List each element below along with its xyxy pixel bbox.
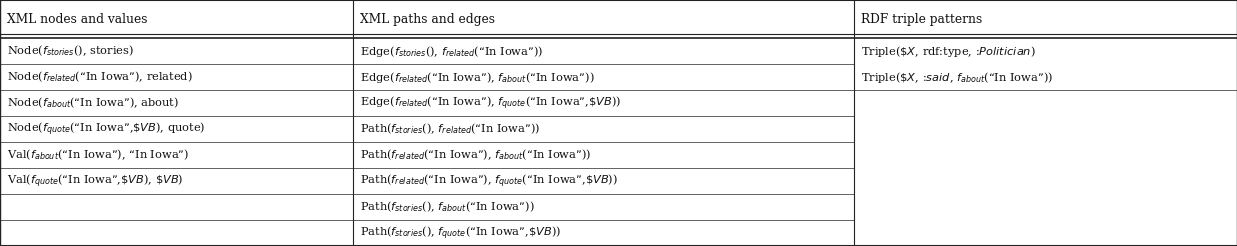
Text: Node($f_{quote}$(“In Iowa”,$\$VB$), quote): Node($f_{quote}$(“In Iowa”,$\$VB$), quot… xyxy=(7,120,205,138)
Text: Edge($f_{stories}$(), $f_{related}$(“In Iowa”)): Edge($f_{stories}$(), $f_{related}$(“In … xyxy=(360,44,543,59)
Text: Node($f_{about}$(“In Iowa”), about): Node($f_{about}$(“In Iowa”), about) xyxy=(7,96,179,110)
Text: Triple($\$X$, :$\mathit{said}$, $f_{about}$(“In Iowa”)): Triple($\$X$, :$\mathit{said}$, $f_{abou… xyxy=(861,70,1053,85)
Text: Path($f_{stories}$(), $f_{quote}$(“In Iowa”,$\$VB$)): Path($f_{stories}$(), $f_{quote}$(“In Io… xyxy=(360,224,562,242)
Text: Val($f_{about}$(“In Iowa”), “In Iowa”): Val($f_{about}$(“In Iowa”), “In Iowa”) xyxy=(7,148,189,162)
Text: Path($f_{stories}$(), $f_{related}$(“In Iowa”)): Path($f_{stories}$(), $f_{related}$(“In … xyxy=(360,122,541,136)
Text: Node($f_{related}$(“In Iowa”), related): Node($f_{related}$(“In Iowa”), related) xyxy=(7,70,193,84)
Text: Triple($\$X$, rdf:type, :$\mathit{Politician}$): Triple($\$X$, rdf:type, :$\mathit{Politi… xyxy=(861,44,1035,59)
Text: Path($f_{stories}$(), $f_{about}$(“In Iowa”)): Path($f_{stories}$(), $f_{about}$(“In Io… xyxy=(360,200,534,214)
Text: RDF triple patterns: RDF triple patterns xyxy=(861,13,982,26)
Text: XML paths and edges: XML paths and edges xyxy=(360,13,495,26)
Text: Edge($f_{related}$(“In Iowa”), $f_{quote}$(“In Iowa”,$\$VB$)): Edge($f_{related}$(“In Iowa”), $f_{quote… xyxy=(360,94,621,112)
Text: Path($f_{related}$(“In Iowa”), $f_{quote}$(“In Iowa”,$\$VB$)): Path($f_{related}$(“In Iowa”), $f_{quote… xyxy=(360,172,617,190)
Text: Path($f_{related}$(“In Iowa”), $f_{about}$(“In Iowa”)): Path($f_{related}$(“In Iowa”), $f_{about… xyxy=(360,148,591,162)
Text: Edge($f_{related}$(“In Iowa”), $f_{about}$(“In Iowa”)): Edge($f_{related}$(“In Iowa”), $f_{about… xyxy=(360,70,595,85)
Text: Node($f_{stories}$(), stories): Node($f_{stories}$(), stories) xyxy=(7,44,135,58)
Text: Val($f_{quote}$(“In Iowa”,$\$VB$), $\$VB$): Val($f_{quote}$(“In Iowa”,$\$VB$), $\$VB… xyxy=(7,172,184,190)
Text: XML nodes and values: XML nodes and values xyxy=(7,13,148,26)
